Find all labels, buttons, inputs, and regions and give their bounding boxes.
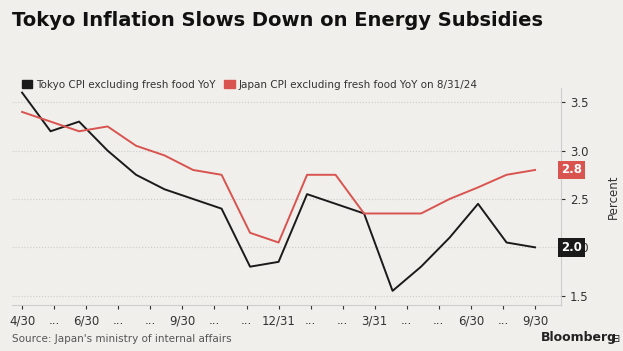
- Text: Tokyo Inflation Slows Down on Energy Subsidies: Tokyo Inflation Slows Down on Energy Sub…: [12, 11, 543, 29]
- Text: 2.0: 2.0: [561, 241, 582, 254]
- Legend: Tokyo CPI excluding fresh food YoY, Japan CPI excluding fresh food YoY on 8/31/2: Tokyo CPI excluding fresh food YoY, Japa…: [17, 75, 482, 94]
- Text: Source: Japan's ministry of internal affairs: Source: Japan's ministry of internal aff…: [12, 334, 232, 344]
- Text: Percent: Percent: [607, 174, 620, 219]
- Text: ⊟: ⊟: [611, 334, 620, 344]
- Text: Bloomberg: Bloomberg: [541, 331, 617, 344]
- Text: 2.8: 2.8: [561, 164, 582, 177]
